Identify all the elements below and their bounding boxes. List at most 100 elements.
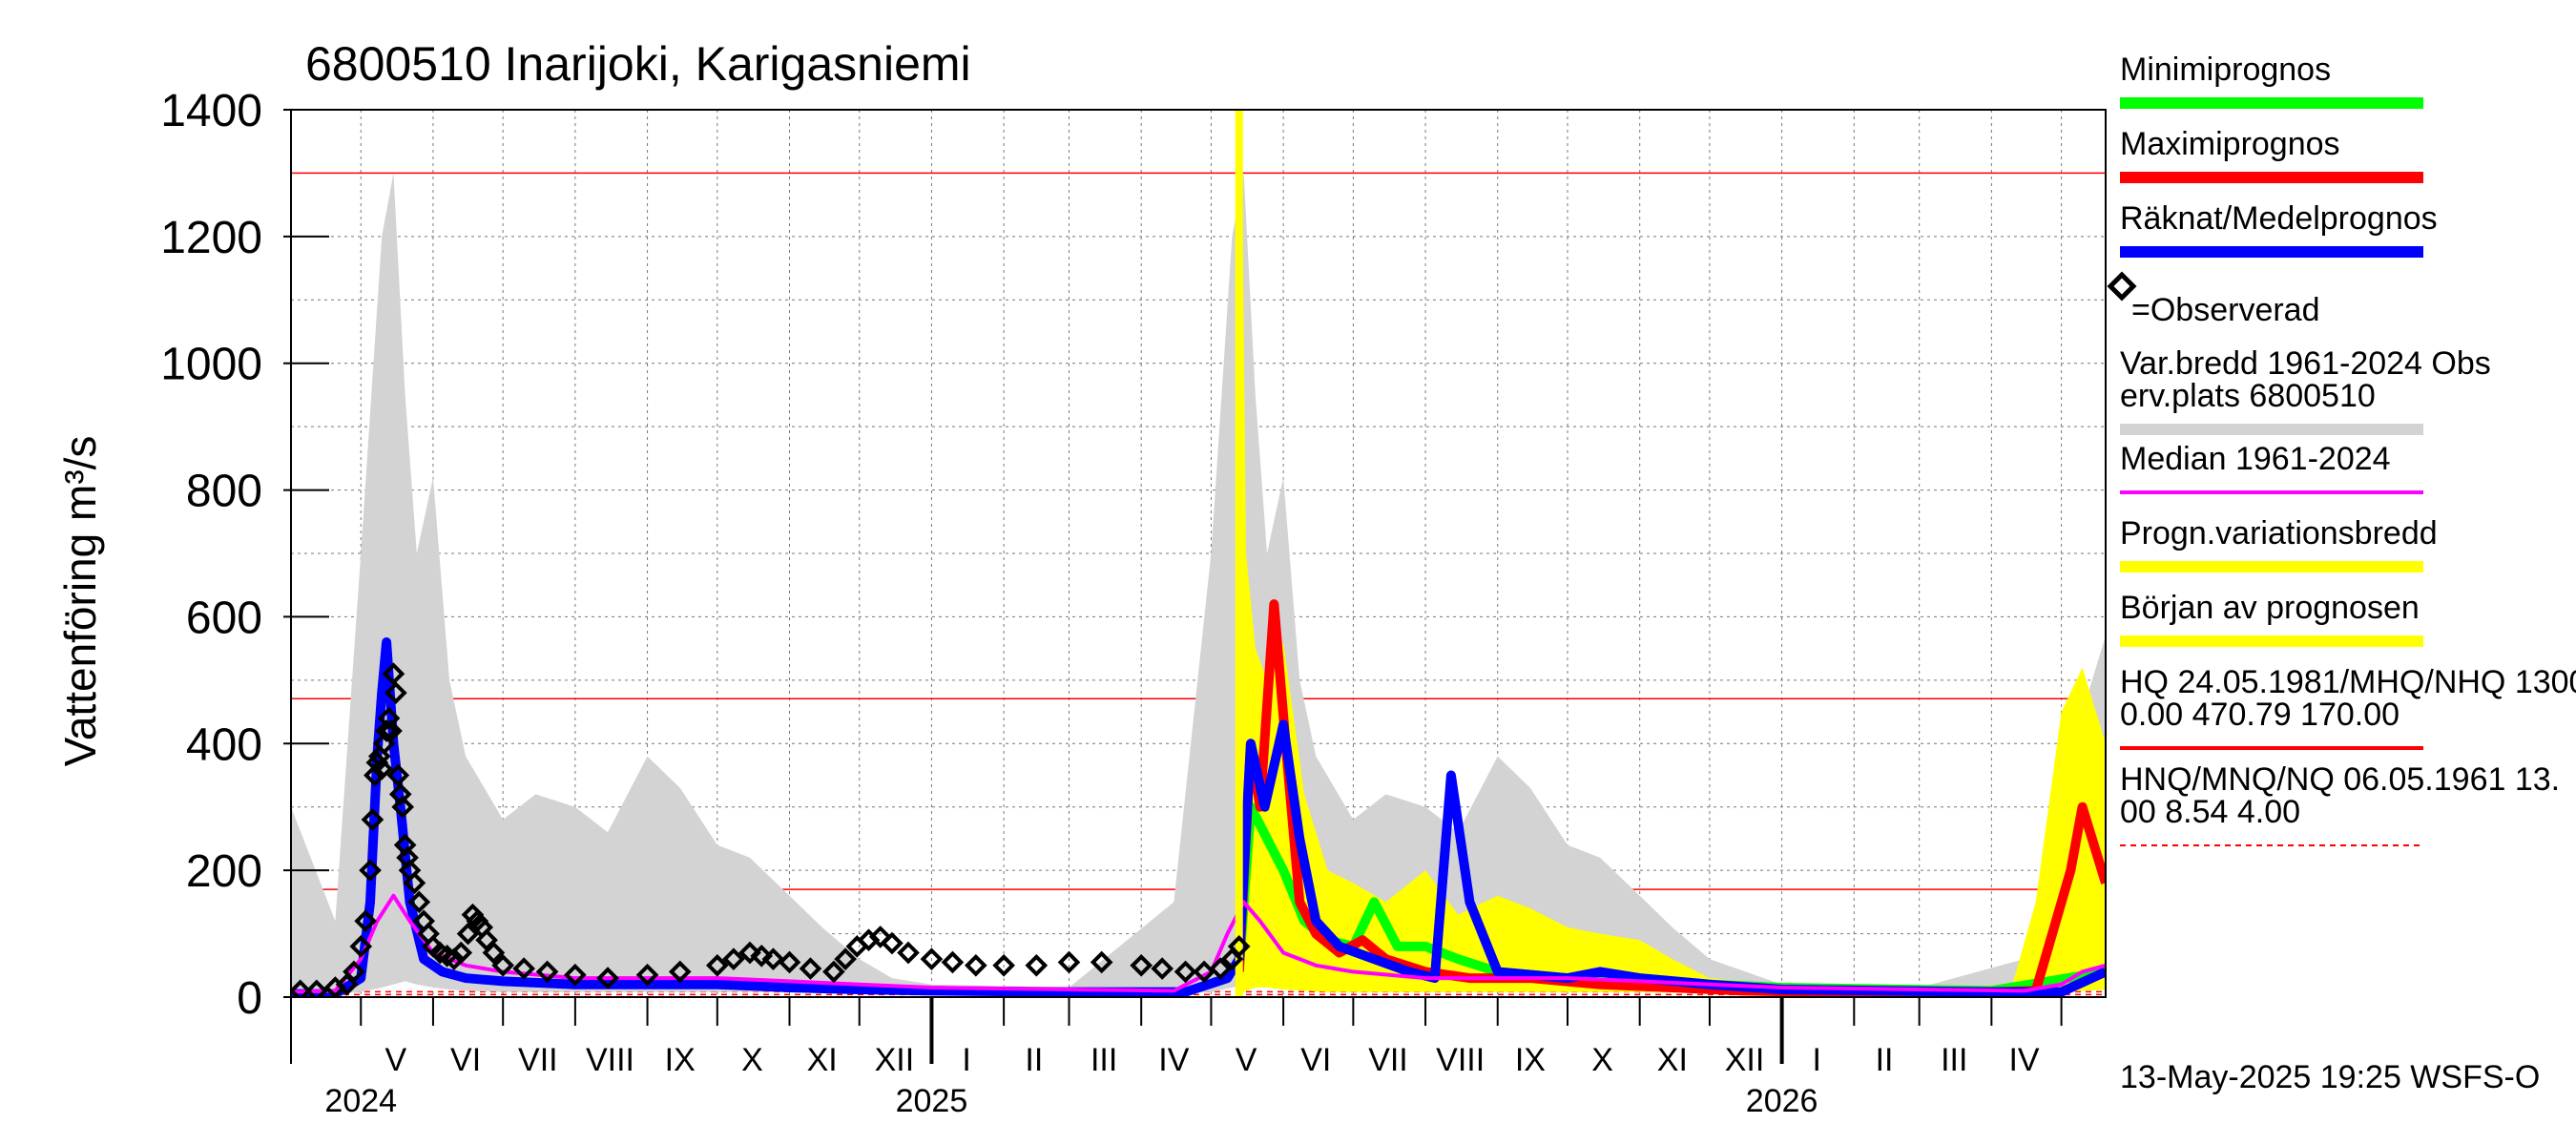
x-year-label: 2024	[324, 1083, 397, 1119]
observed-point	[834, 947, 857, 970]
x-month-label: VIII	[586, 1042, 634, 1078]
x-month-label: I	[962, 1042, 970, 1078]
x-month-label: XII	[1725, 1042, 1765, 1078]
x-month-label: IV	[1158, 1042, 1189, 1078]
legend-label: =Observerad	[2131, 292, 2320, 328]
x-month-label: XI	[807, 1042, 838, 1078]
observed-point	[403, 871, 426, 895]
band-var-bredd-1961-2024	[291, 173, 2106, 994]
observed-point	[799, 957, 822, 980]
observed-point	[668, 960, 692, 984]
x-month-label: VII	[1368, 1042, 1408, 1078]
observed-point	[361, 808, 384, 831]
observed-point	[1174, 960, 1197, 984]
observed-point	[343, 960, 365, 984]
observed-point	[868, 926, 892, 948]
legend-label: Minimiprognos	[2120, 52, 2331, 88]
observed-point	[1227, 935, 1251, 958]
series-lines	[291, 110, 2106, 997]
observed-point	[897, 941, 920, 965]
timestamp-footer: 13-May-2025 19:25 WSFS-O	[2120, 1059, 2540, 1095]
observed-point	[964, 953, 987, 977]
observed-point	[750, 944, 774, 968]
observed-point	[596, 967, 619, 989]
grid	[291, 110, 2106, 997]
observed-point	[564, 963, 587, 987]
x-month-label: X	[741, 1042, 763, 1078]
y-tick-label: 1000	[160, 340, 262, 390]
observed-point	[920, 947, 944, 970]
observed-point	[354, 909, 377, 933]
observed-point	[443, 947, 466, 970]
x-year-label: 2026	[1746, 1083, 1818, 1119]
x-year-label: 2025	[896, 1083, 968, 1119]
observed-point	[941, 950, 965, 974]
x-month-label: XII	[875, 1042, 915, 1078]
observed-point	[382, 662, 405, 686]
observed-point	[384, 681, 407, 704]
legend-label: Maximiprognos	[2120, 126, 2340, 162]
y-tick-label: 1200	[160, 213, 262, 263]
observed-point	[449, 941, 473, 965]
observed-point	[386, 763, 410, 787]
x-month-label: VII	[518, 1042, 558, 1078]
y-axis-label: Vattenföring m³/s	[55, 436, 105, 767]
observed-point	[722, 947, 745, 970]
observed-point	[992, 953, 1015, 977]
observed-point	[738, 941, 761, 965]
x-month-label: VI	[450, 1042, 481, 1078]
observed-point	[375, 719, 398, 742]
legend-label: HNQ/MNQ/NQ 06.05.1961 13.	[2120, 761, 2560, 798]
observed-point	[407, 890, 431, 914]
observed-point	[1209, 957, 1233, 980]
x-month-label: II	[1025, 1042, 1043, 1078]
x-month-label: III	[1941, 1042, 1967, 1078]
legend-label: Median 1961-2024	[2120, 441, 2391, 477]
observed-point	[370, 758, 394, 781]
observed-point	[491, 953, 515, 977]
legend-label-line2: 00 8.54 4.00	[2120, 794, 2300, 830]
observed-point	[391, 795, 415, 819]
observed-point	[349, 935, 373, 958]
observed-point	[1057, 950, 1081, 974]
x-month-label: XI	[1657, 1042, 1688, 1078]
observed-point	[512, 957, 535, 980]
band-progn-variationsbredd	[1238, 110, 2106, 994]
x-month-label: III	[1091, 1042, 1117, 1078]
y-tick-label: 600	[186, 593, 262, 643]
observed-point	[705, 953, 729, 977]
x-month-label: X	[1591, 1042, 1613, 1078]
legend-label: Början av prognosen	[2120, 590, 2420, 626]
x-month-label: I	[1813, 1042, 1821, 1078]
observed-point	[482, 941, 506, 965]
x-month-label: VI	[1300, 1042, 1331, 1078]
x-month-label: V	[1236, 1042, 1257, 1078]
observed-point	[456, 922, 480, 946]
y-axis: 0 200 400 600 800 1000 1200 1400	[160, 86, 329, 1024]
observed-point	[1090, 950, 1113, 974]
y-tick-label: 0	[237, 973, 262, 1024]
x-month-label: IX	[665, 1042, 696, 1078]
x-month-label: II	[1876, 1042, 1894, 1078]
observed-point	[1151, 957, 1174, 980]
observed-point	[1130, 953, 1153, 977]
x-month-label: IX	[1515, 1042, 1546, 1078]
legend-label: Var.bredd 1961-2024 Obs	[2120, 345, 2491, 382]
observed-point	[535, 960, 559, 984]
observed-point	[635, 963, 659, 987]
observed-point	[822, 960, 845, 984]
bands	[291, 110, 2106, 994]
observed-point	[881, 931, 904, 955]
observed-point	[761, 947, 785, 970]
legend-label: Räknat/Medelprognos	[2120, 200, 2438, 237]
observed-point	[1025, 953, 1049, 977]
observed-point	[380, 719, 403, 742]
y-tick-label: 200	[186, 846, 262, 897]
observed-point	[305, 979, 328, 997]
y-tick-label: 400	[186, 719, 262, 770]
x-month-label: V	[385, 1042, 407, 1078]
observed-point	[778, 950, 801, 974]
y-tick-label: 1400	[160, 86, 262, 136]
y-tick-label: 800	[186, 467, 262, 517]
